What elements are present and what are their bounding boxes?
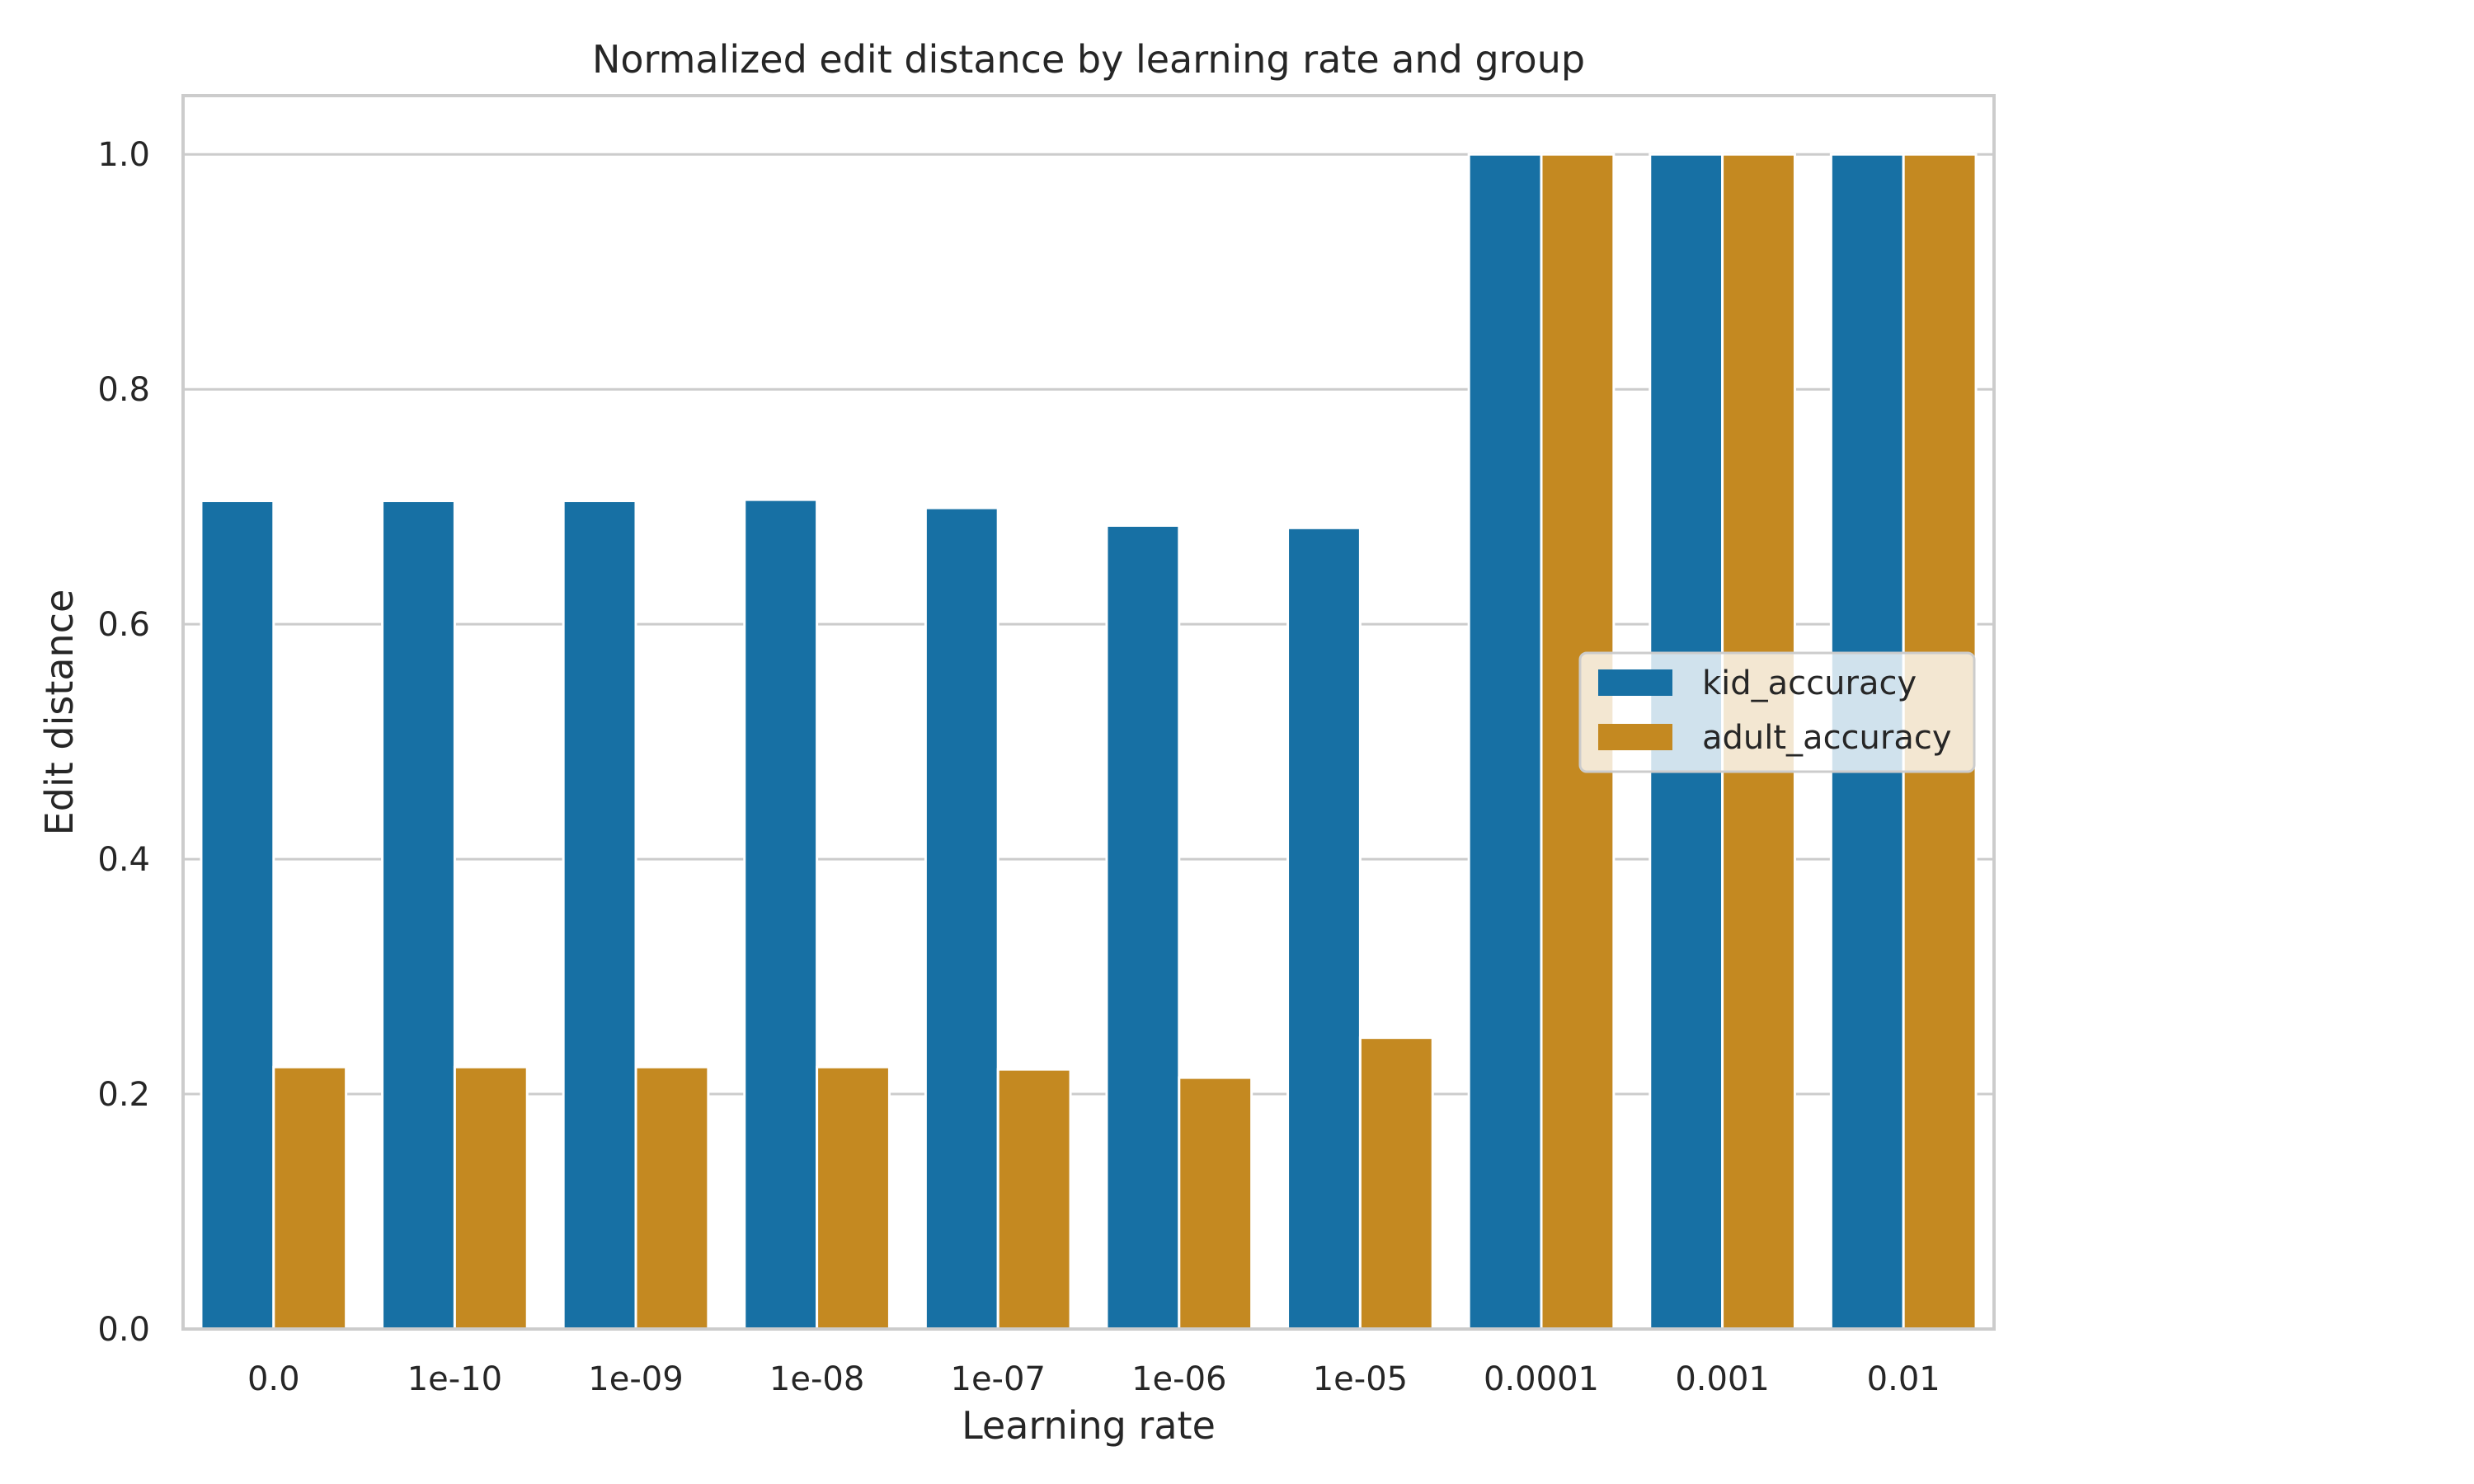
y-tick-label: 1.0 — [97, 136, 150, 174]
y-tick-label: 0.0 — [97, 1311, 150, 1349]
x-tick-label: 1e-06 — [1131, 1360, 1226, 1398]
y-tick-label: 0.4 — [97, 841, 150, 879]
y-axis-ticks: 0.0 0.2 0.4 0.6 0.8 1.0 — [97, 136, 150, 1349]
plot-frame — [181, 94, 1996, 1331]
bar-kid-accuracy-1e-07 — [924, 506, 999, 1331]
y-tick-label: 0.8 — [97, 371, 150, 409]
x-axis-label: Learning rate — [962, 1403, 1216, 1448]
x-tick-label: 0.001 — [1675, 1360, 1770, 1398]
x-tick-label: 0.01 — [1867, 1360, 1940, 1398]
bar-kid-accuracy-1e-05 — [1286, 526, 1362, 1331]
bar-adult-accuracy-1e-06 — [1178, 1076, 1253, 1331]
bars — [200, 153, 1978, 1331]
x-tick-label: 1e-05 — [1313, 1360, 1408, 1398]
bar-kid-accuracy-0-0001 — [1467, 153, 1543, 1331]
y-axis-label: Edit distance — [37, 589, 82, 836]
x-tick-label: 0.0001 — [1484, 1360, 1599, 1398]
y-tick-label: 0.2 — [97, 1076, 150, 1114]
bar-adult-accuracy-1e-07 — [996, 1068, 1072, 1331]
bar-kid-accuracy-1e-06 — [1105, 524, 1181, 1331]
legend-label-adult-accuracy: adult_accuracy — [1702, 719, 1952, 757]
legend-label-kid-accuracy: kid_accuracy — [1702, 665, 1917, 702]
x-tick-label: 1e-07 — [951, 1360, 1046, 1398]
x-tick-label: 0.0 — [247, 1360, 300, 1398]
bar-adult-accuracy-1e-09 — [634, 1065, 710, 1331]
bar-adult-accuracy-1e-10 — [453, 1065, 529, 1331]
x-axis-ticks: 0.0 1e-10 1e-09 1e-08 1e-07 1e-06 1e-05 0.0001 0… — [247, 1360, 1940, 1398]
x-tick-label: 1e-09 — [588, 1360, 683, 1398]
legend-box — [1578, 651, 1976, 773]
bar-kid-accuracy-0-0 — [200, 500, 275, 1331]
bar-kid-accuracy-1e-08 — [743, 498, 819, 1331]
bar-kid-accuracy-1e-09 — [562, 500, 637, 1331]
bar-adult-accuracy-1e-05 — [1358, 1036, 1434, 1331]
bar-adult-accuracy-1e-08 — [816, 1065, 891, 1331]
bar-kid-accuracy-1e-10 — [381, 500, 456, 1331]
y-tick-label: 0.6 — [97, 606, 150, 644]
chart-title: Normalized edit distance by learning rat… — [592, 37, 1585, 82]
x-tick-label: 1e-08 — [769, 1360, 864, 1398]
legend-swatch-adult-accuracy — [1598, 724, 1672, 750]
x-tick-label: 1e-10 — [407, 1360, 502, 1398]
legend-swatch-kid-accuracy — [1598, 669, 1672, 696]
bar-adult-accuracy-0-0 — [272, 1065, 348, 1331]
legend: kid_accuracy adult_accuracy — [1578, 651, 1976, 773]
